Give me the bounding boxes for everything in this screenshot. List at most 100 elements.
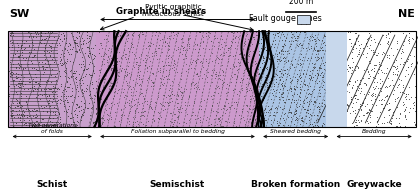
- Point: [42, 32, 48, 35]
- Point: [311, 49, 318, 52]
- Point: [336, 91, 343, 94]
- Point: [316, 107, 323, 111]
- Point: [160, 78, 166, 81]
- Point: [272, 89, 279, 92]
- Point: [299, 43, 306, 47]
- Point: [43, 111, 50, 114]
- Point: [336, 37, 343, 40]
- Point: [123, 101, 130, 104]
- Point: [114, 70, 121, 73]
- Point: [149, 108, 155, 111]
- Point: [324, 115, 331, 119]
- Point: [13, 91, 20, 94]
- Point: [283, 78, 289, 81]
- Point: [349, 105, 356, 108]
- Point: [266, 58, 273, 61]
- Point: [263, 32, 270, 35]
- Point: [365, 59, 372, 62]
- Point: [193, 86, 199, 89]
- Point: [212, 72, 218, 75]
- Point: [348, 72, 354, 75]
- Point: [325, 119, 332, 122]
- Point: [236, 113, 242, 117]
- Point: [16, 83, 23, 86]
- Point: [288, 42, 294, 45]
- Point: [336, 49, 343, 52]
- Point: [307, 85, 314, 88]
- Point: [274, 111, 281, 114]
- Point: [39, 117, 46, 121]
- Point: [74, 42, 81, 45]
- Point: [251, 35, 257, 39]
- Point: [379, 71, 385, 74]
- Point: [341, 52, 348, 56]
- Point: [152, 100, 158, 103]
- Point: [91, 54, 97, 57]
- Point: [301, 107, 307, 111]
- Point: [377, 111, 383, 114]
- Point: [227, 53, 233, 56]
- Point: [168, 99, 175, 102]
- Point: [212, 70, 219, 73]
- Point: [357, 103, 364, 106]
- Point: [83, 73, 89, 76]
- Point: [99, 105, 106, 108]
- Point: [30, 55, 36, 58]
- Point: [352, 41, 359, 44]
- Point: [334, 60, 341, 63]
- Point: [27, 80, 33, 83]
- Point: [294, 34, 301, 37]
- Point: [281, 107, 288, 110]
- Point: [25, 107, 32, 111]
- Point: [117, 56, 124, 59]
- Point: [232, 47, 238, 50]
- Point: [342, 99, 349, 102]
- Point: [37, 40, 43, 43]
- Point: [185, 47, 192, 50]
- Point: [40, 49, 47, 52]
- Point: [321, 114, 328, 117]
- Point: [316, 63, 323, 66]
- Point: [368, 68, 375, 71]
- Point: [9, 119, 15, 122]
- Point: [400, 100, 406, 103]
- Point: [319, 123, 326, 126]
- Point: [104, 113, 110, 116]
- Point: [83, 86, 90, 89]
- Point: [235, 35, 242, 38]
- Point: [199, 35, 206, 38]
- Point: [349, 50, 356, 53]
- Point: [324, 79, 330, 82]
- Point: [245, 81, 252, 84]
- Point: [131, 66, 138, 69]
- Point: [238, 77, 245, 80]
- Point: [122, 70, 128, 73]
- Point: [334, 84, 341, 88]
- Point: [61, 102, 68, 105]
- Point: [324, 38, 330, 41]
- Point: [18, 74, 25, 77]
- Point: [159, 64, 166, 67]
- Point: [343, 108, 349, 111]
- Point: [339, 46, 346, 49]
- Point: [63, 79, 70, 82]
- Point: [164, 77, 171, 81]
- Point: [315, 117, 321, 121]
- Point: [294, 92, 301, 96]
- Point: [280, 80, 287, 83]
- Point: [223, 50, 229, 53]
- Point: [334, 56, 341, 59]
- Point: [390, 65, 397, 68]
- Point: [81, 90, 87, 93]
- Point: [293, 103, 300, 106]
- Point: [330, 109, 337, 112]
- Point: [221, 52, 228, 55]
- Point: [181, 52, 188, 55]
- Point: [135, 111, 142, 114]
- Point: [90, 122, 97, 125]
- Point: [342, 124, 349, 127]
- Point: [301, 88, 308, 91]
- Point: [36, 60, 42, 64]
- Point: [287, 44, 293, 47]
- Point: [149, 72, 156, 75]
